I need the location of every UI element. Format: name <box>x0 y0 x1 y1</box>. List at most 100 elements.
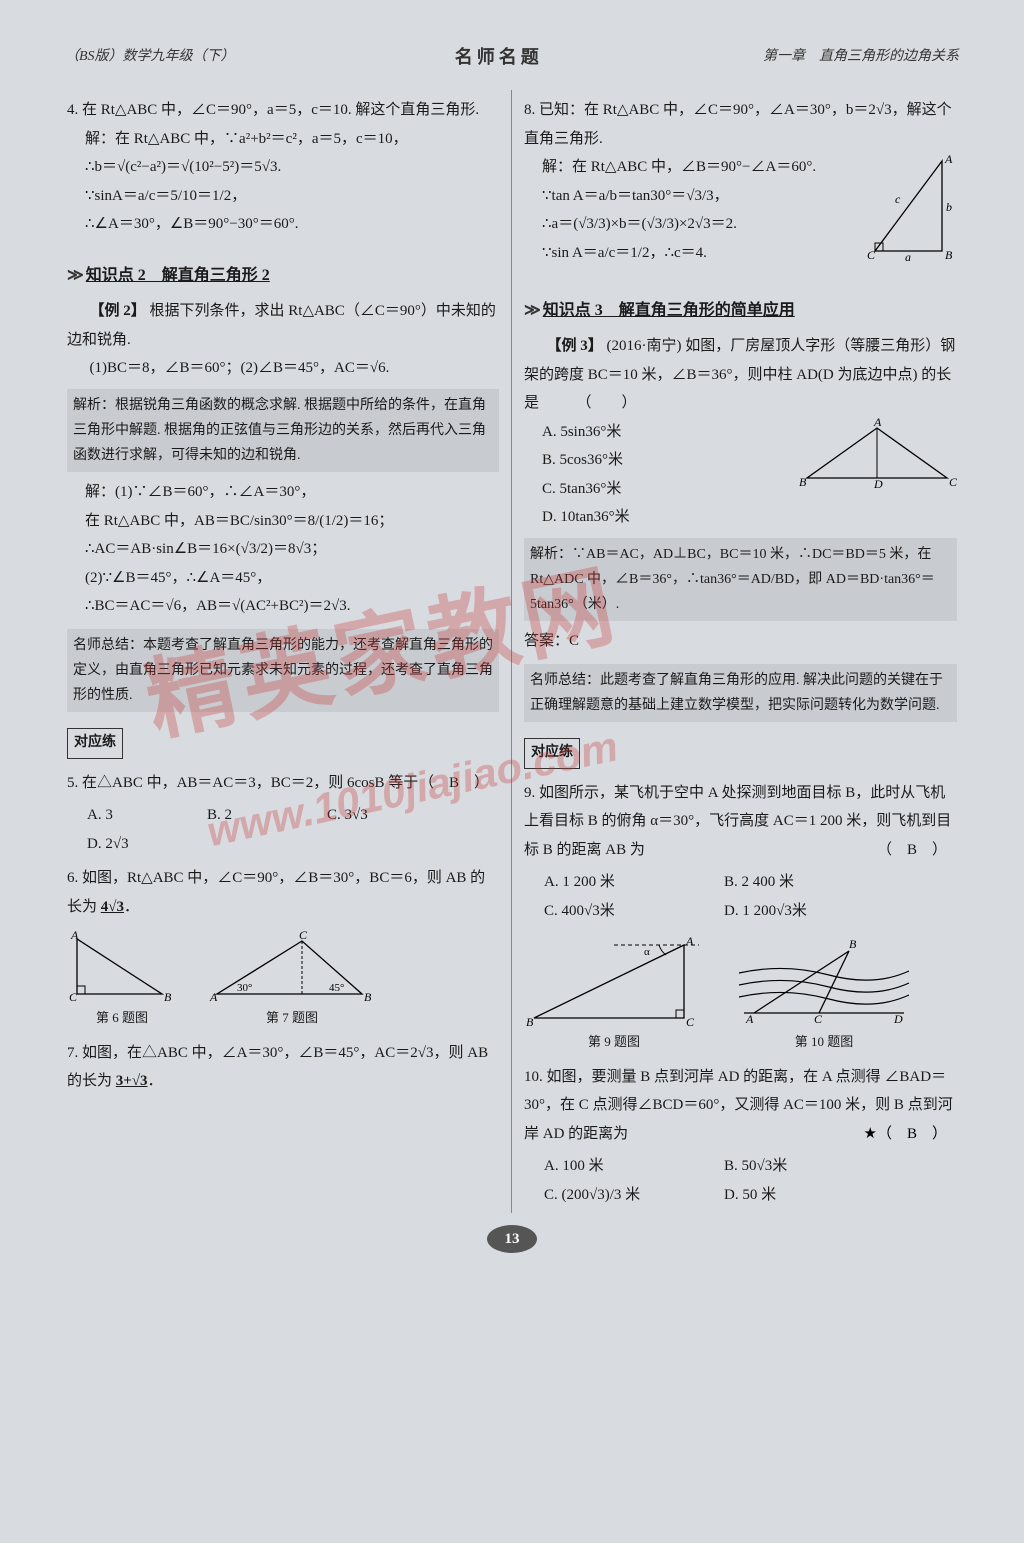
svg-text:B: B <box>849 937 857 951</box>
page-number: 13 <box>487 1225 537 1253</box>
q5-stem: 5. 在△ABC 中，AB＝AC＝3，BC＝2，则 6cosB 等于 <box>67 775 418 791</box>
svg-text:A: A <box>685 934 694 948</box>
svg-text:b: b <box>946 200 952 214</box>
page-header: （BS版）数学九年级（下） 名师名题 第一章 直角三角形的边角关系 <box>55 40 969 74</box>
kp3-heading: ≫ 知识点 3 解直角三角形的简单应用 <box>524 296 957 326</box>
ex2-s3: ∴AC＝AB·sin∠B＝16×(√3/2)＝8√3； <box>85 535 499 564</box>
q4-stem: 4. 在 Rt△ABC 中，∠C＝90°，a＝5，c＝10. 解这个直角三角形. <box>67 96 499 125</box>
header-left: （BS版）数学九年级（下） <box>65 44 235 71</box>
q5-opt-d: D. 2√3 <box>87 830 177 859</box>
q10-opt-a: A. 100 米 <box>544 1152 694 1181</box>
question-7: 7. 如图，在△ABC 中，∠A＝30°，∠B＝45°，AC＝2√3，则 AB … <box>67 1039 499 1096</box>
q4-sol-1: 解：在 Rt△ABC 中，∵a²+b²＝c²，a＝5，c＝10， <box>85 125 499 154</box>
figure-7: A B C 30° 45° 第 7 题图 <box>207 929 377 1031</box>
ex2-s4: (2)∵∠B＝45°，∴∠A＝45°， <box>85 564 499 593</box>
question-4: 4. 在 Rt△ABC 中，∠C＝90°，a＝5，c＝10. 解这个直角三角形.… <box>67 96 499 239</box>
ex3-label: 【例 3】 <box>547 338 603 354</box>
ex3-explain: 解析：∵AB＝AC，AD⊥BC，BC＝10 米，∴DC＝BD＝5 米，在 Rt△… <box>524 538 957 622</box>
figure-ex3: A B D C <box>797 418 957 499</box>
figure-row-9-10: A B C α 第 9 题图 A C D <box>524 933 957 1055</box>
fig7-caption: 第 7 题图 <box>266 1010 318 1025</box>
svg-text:a: a <box>905 250 911 263</box>
question-5: 5. 在△ABC 中，AB＝AC＝3，BC＝2，则 6cosB 等于 （ B ）… <box>67 769 499 859</box>
practice-label-left: 对应练 <box>67 728 123 759</box>
ex2-s1: 解：(1)∵∠B＝60°，∴∠A＝30°， <box>85 478 499 507</box>
q5-answer: （ B ） <box>419 769 489 798</box>
ex2-parts: (1)BC＝8，∠B＝60°；(2)∠B＝45°，AC＝√6. <box>67 354 499 383</box>
kp2-heading: ≫ 知识点 2 解直角三角形 2 <box>67 261 499 291</box>
svg-text:C: C <box>867 248 876 262</box>
q9-opt-d: D. 1 200√3米 <box>724 897 874 926</box>
q6-stem: 6. 如图，Rt△ABC 中，∠C＝90°，∠B＝30°，BC＝6，则 AB 的… <box>67 870 485 915</box>
ex2-summary: 名师总结：本题考查了解直角三角形的能力，还考查解直角三角形的定义，由直角三角形已… <box>67 629 499 713</box>
svg-text:D: D <box>893 1012 903 1026</box>
svg-text:A: A <box>209 990 218 1004</box>
svg-text:α: α <box>644 946 650 958</box>
q8-stem: 8. 已知：在 Rt△ABC 中，∠C＝90°，∠A＝30°，b＝2√3，解这个… <box>524 96 957 153</box>
ex3-opt-a: A. 5sin36°米 <box>542 418 787 447</box>
svg-text:A: A <box>873 418 882 429</box>
fig9-caption: 第 9 题图 <box>588 1034 640 1049</box>
svg-text:C: C <box>814 1012 823 1026</box>
q5-opt-b: B. 2 <box>207 801 297 830</box>
svg-text:B: B <box>364 990 372 1004</box>
example-3: 【例 3】 (2016·南宁) 如图，厂房屋顶人字形（等腰三角形）钢架的跨度 B… <box>524 332 957 656</box>
q10-opt-c: C. (200√3)/3 米 <box>544 1181 694 1210</box>
ex2-label: 【例 2】 <box>90 303 146 319</box>
svg-text:A: A <box>70 929 79 942</box>
example-2: 【例 2】 根据下列条件，求出 Rt△ABC（∠C＝90°）中未知的边和锐角. … <box>67 297 499 621</box>
q9-opt-a: A. 1 200 米 <box>544 868 694 897</box>
triangle-ex3-icon: A B D C <box>797 418 957 488</box>
arrow-icon: ≫ <box>67 267 82 284</box>
ex3-opt-b: B. 5cos36°米 <box>542 446 787 475</box>
svg-text:c: c <box>895 192 901 206</box>
ex3-opt-d: D. 10tan36°米 <box>542 503 787 532</box>
q10-opt-d: D. 50 米 <box>724 1181 874 1210</box>
figure-8: A C B a c b <box>867 153 957 274</box>
right-column: 8. 已知：在 Rt△ABC 中，∠C＝90°，∠A＝30°，b＝2√3，解这个… <box>512 90 969 1213</box>
q10-answer: ★（ B ） <box>864 1120 947 1149</box>
svg-text:B: B <box>799 475 807 488</box>
svg-text:B: B <box>164 990 172 1004</box>
triangle-7-icon: A B C 30° 45° <box>207 929 377 1004</box>
question-8: 8. 已知：在 Rt△ABC 中，∠C＝90°，∠A＝30°，b＝2√3，解这个… <box>524 96 957 274</box>
q10-options: A. 100 米 B. 50√3米 C. (200√3)/3 米 D. 50 米 <box>544 1152 957 1209</box>
ex3-summary: 名师总结：此题考查了解直角三角形的应用. 解决此问题的关键在于正确理解题意的基础… <box>524 664 957 722</box>
q9-answer: （ B ） <box>877 836 947 865</box>
q5-opt-a: A. 3 <box>87 801 177 830</box>
q5-options: A. 3 B. 2 C. 3√3 D. 2√3 <box>87 801 499 858</box>
svg-text:C: C <box>949 475 957 488</box>
svg-text:A: A <box>944 153 953 166</box>
diagram-10-icon: A C D B <box>734 933 914 1028</box>
q9-opt-c: C. 400√3米 <box>544 897 694 926</box>
svg-text:C: C <box>686 1015 695 1028</box>
question-6: 6. 如图，Rt△ABC 中，∠C＝90°，∠B＝30°，BC＝6，则 AB 的… <box>67 864 499 921</box>
svg-text:D: D <box>873 477 883 488</box>
figure-9: A B C α 第 9 题图 <box>524 933 704 1055</box>
kp2-title: 知识点 2 解直角三角形 2 <box>86 267 270 286</box>
ex2-explain: 解析：根据锐角三角函数的概念求解. 根据题中所给的条件，在直角三角形中解题. 根… <box>67 389 499 473</box>
figure-10: A C D B 第 10 题图 <box>734 933 914 1055</box>
q9-options: A. 1 200 米 B. 2 400 米 C. 400√3米 D. 1 200… <box>544 868 957 925</box>
question-10: 10. 如图，要测量 B 点到河岸 AD 的距离，在 A 点测得 ∠BAD＝30… <box>524 1063 957 1210</box>
two-column-layout: 4. 在 Rt△ABC 中，∠C＝90°，a＝5，c＝10. 解这个直角三角形.… <box>55 90 969 1213</box>
q10-opt-b: B. 50√3米 <box>724 1152 874 1181</box>
q6-answer: 4√3 <box>101 899 124 915</box>
triangle-9-icon: A B C α <box>524 933 704 1028</box>
q5-opt-c: C. 3√3 <box>327 801 417 830</box>
kp3-title: 知识点 3 解直角三角形的简单应用 <box>543 302 795 321</box>
ex3-opt-c: C. 5tan36°米 <box>542 475 787 504</box>
arrow-icon: ≫ <box>524 302 539 319</box>
fig6-caption: 第 6 题图 <box>96 1010 148 1025</box>
figure-row-6-7: A C B 第 6 题图 A B C 30° 45° 第 7 题图 <box>67 929 499 1031</box>
svg-text:B: B <box>945 248 953 262</box>
header-center: 名师名题 <box>455 40 543 74</box>
left-column: 4. 在 Rt△ABC 中，∠C＝90°，a＝5，c＝10. 解这个直角三角形.… <box>55 90 512 1213</box>
svg-text:45°: 45° <box>329 982 344 994</box>
ex3-answer: 答案：C <box>524 627 957 656</box>
svg-text:A: A <box>745 1012 754 1026</box>
figure-6: A C B 第 6 题图 <box>67 929 177 1031</box>
q4-sol-4: ∴∠A＝30°，∠B＝90°−30°＝60°. <box>85 210 499 239</box>
svg-text:B: B <box>526 1015 534 1028</box>
ex2-s5: ∴BC＝AC＝√6，AB＝√(AC²+BC²)＝2√3. <box>85 592 499 621</box>
